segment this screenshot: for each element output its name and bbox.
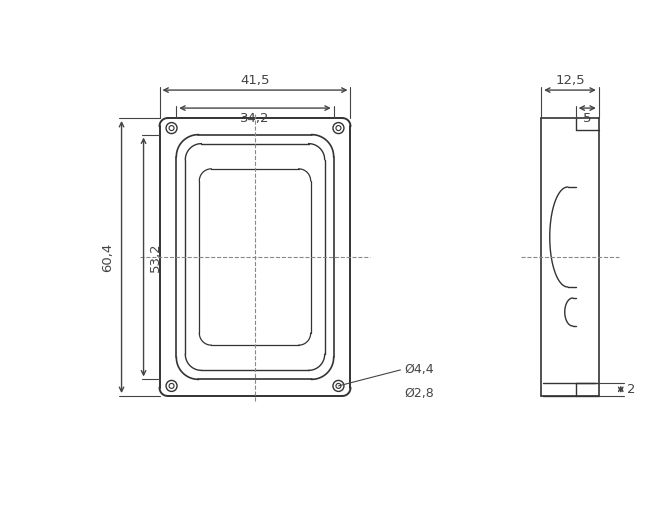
Text: 12,5: 12,5 [555,74,585,86]
Text: 5: 5 [583,112,592,124]
Text: 2: 2 [627,383,635,396]
Text: 41,5: 41,5 [240,74,270,86]
Text: 53,2: 53,2 [149,242,162,272]
Text: Ø2,8: Ø2,8 [404,388,434,400]
Text: Ø4,4: Ø4,4 [404,363,434,376]
Text: 60,4: 60,4 [101,243,114,271]
Text: 34,2: 34,2 [240,112,270,124]
